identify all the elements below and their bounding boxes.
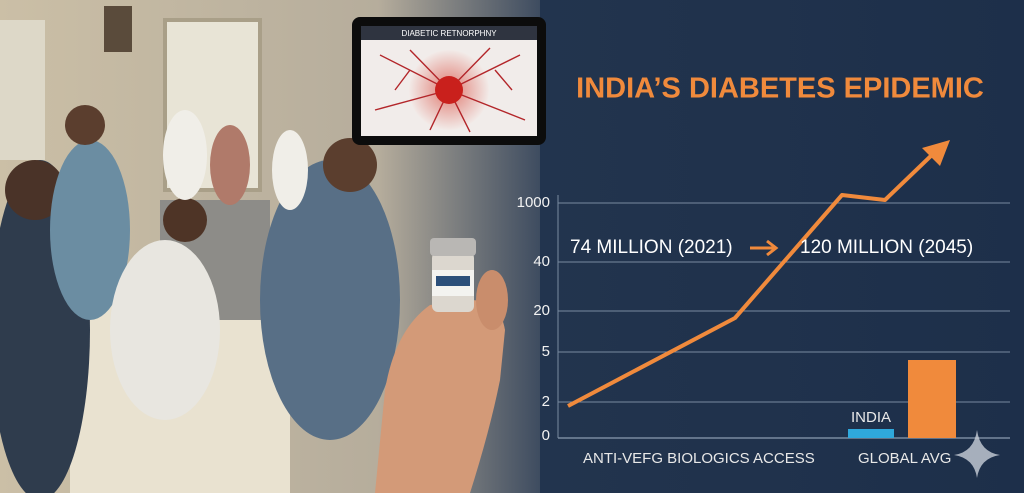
x-label: ANTI-VEFG BIOLOGICS ACCESS bbox=[583, 450, 815, 467]
retina-inset: DIABETIC RETNORPHNY bbox=[352, 17, 546, 145]
axis-label: 2 bbox=[542, 393, 550, 410]
annotation: 74 MILLION (2021) bbox=[570, 237, 733, 258]
bar bbox=[908, 360, 956, 438]
hand-with-vial bbox=[375, 238, 508, 493]
sparkle-icon bbox=[954, 430, 1000, 478]
annotation: 120 MILLION (2045) bbox=[800, 237, 973, 258]
x-label: GLOBAL AVG bbox=[858, 450, 951, 467]
axis-label: 1000 bbox=[517, 194, 550, 211]
title: INDIA’S DIABETES EPIDEMIC bbox=[576, 73, 984, 105]
bar bbox=[848, 429, 894, 438]
axis-label: 20 bbox=[533, 302, 550, 319]
bar-label: INDIA bbox=[851, 409, 891, 426]
trend-line bbox=[567, 150, 937, 408]
inset-caption: DIABETIC RETNORPHNY bbox=[401, 29, 497, 38]
axis-label: 0 bbox=[542, 427, 550, 444]
axis-label: 5 bbox=[542, 343, 550, 360]
trend-arrow bbox=[922, 140, 950, 166]
annotation-arrow bbox=[750, 239, 779, 257]
axis-label: 40 bbox=[533, 253, 550, 270]
